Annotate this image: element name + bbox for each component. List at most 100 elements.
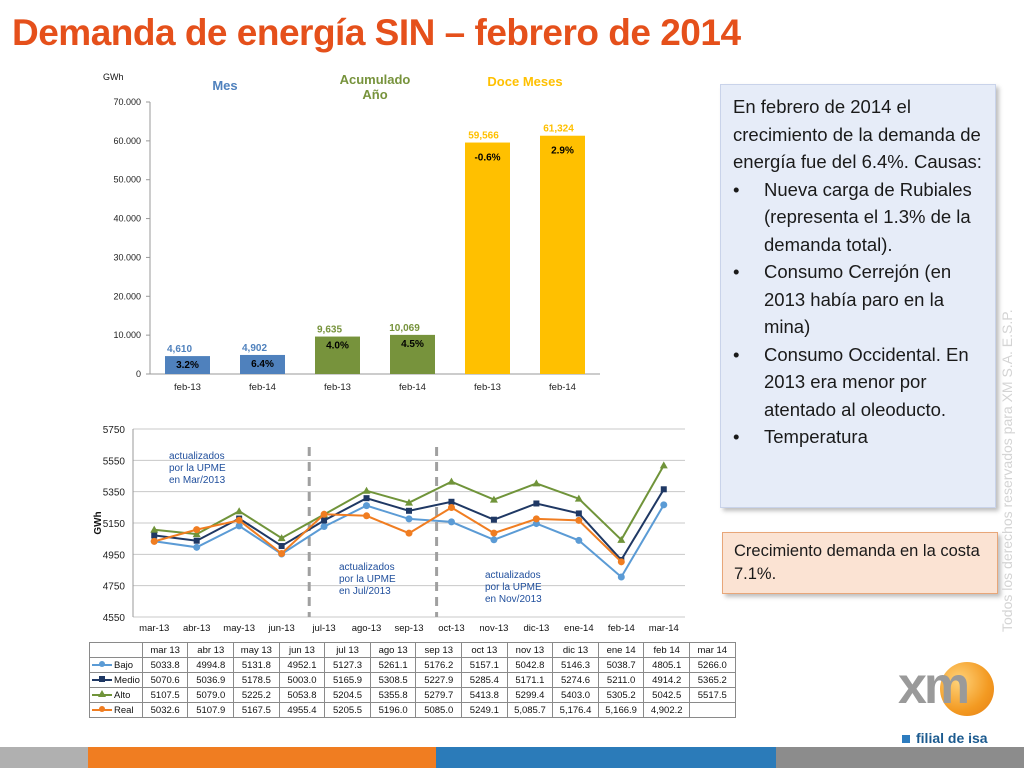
table-cell: 5517.5 [689,687,736,703]
data-point [320,523,328,531]
scenario-data-table: mar 13 abr 13 may 13 jun 13 jul 13 ago 13 sep … [89,642,736,718]
table-header-cell: abr 13 [187,642,235,658]
data-point [193,526,201,534]
data-point [235,522,243,530]
legend-marker-icon [99,660,105,667]
x-tick-label: mar-13 [139,623,169,634]
data-point [363,495,370,502]
bar-value-label: 4,902 [242,343,267,354]
bar [165,356,210,374]
table-cell: 5070.6 [141,672,189,688]
cause-item: • Temperatura [733,423,983,451]
copyright-vertical-text: Todos los derechos reservados para XM S.… [999,309,1015,632]
x-tick-label: ene-14 [564,623,594,634]
data-point [489,495,498,503]
bar [240,354,285,374]
bar [465,142,510,374]
footer-stripe-gray [0,747,88,768]
table-cell: 5355.8 [369,687,417,703]
data-point [406,507,412,514]
bar [540,135,585,374]
table-cell: 5085.0 [415,702,463,718]
table-row-label: Alto [89,687,143,703]
y-tick-label: 5350 [103,488,126,499]
table-cell: 5165.9 [324,672,371,688]
data-point [235,516,243,524]
footer-stripe-dark [776,747,1024,768]
data-point [575,536,583,544]
x-tick-label: jun-13 [267,623,294,634]
table-cell: 5178.5 [233,672,280,688]
group-header-label: Doce Meses [487,74,562,89]
bullet-icon: • [733,426,740,447]
data-point [320,510,328,518]
x-tick-label: feb-13 [324,382,351,393]
table-header-cell: mar 14 [689,642,736,658]
table-cell: 5079.0 [187,687,235,703]
update-annotation: por la UPME [169,463,226,474]
table-corner-cell [89,642,143,658]
table-cell: 5127.3 [324,657,371,673]
table-cell: 5204.5 [324,687,371,703]
data-point [659,461,668,469]
x-tick-label: feb-14 [249,382,276,393]
legend-line-icon [92,660,112,667]
bar-value-label: 59,566 [468,131,499,142]
table-cell [689,702,736,718]
update-annotation: en Mar/2013 [169,475,226,486]
data-point [447,518,455,526]
bar-growth-label: 6.4% [251,359,274,370]
logo-circle-icon [940,662,994,716]
filial-isa-label: filial de isa [902,730,988,746]
x-tick-label: mar-14 [649,623,679,634]
table-row: Bajo 5033.8 4994.8 5131.8 4952.1 5127.3 5261.1… [89,657,736,673]
data-point [278,543,285,550]
line-chart-escenarios: 4550 4750 4950 5150 5350 5550 5750 GWh mar-13 abr… [93,425,685,634]
table-row: Real 5032.6 5107.9 5167.5 4955.4 5205.5 5196.0… [89,702,736,718]
table-cell: 5032.6 [141,702,189,718]
bullet-icon: • [733,343,740,365]
x-tick-label: dic-13 [523,623,549,634]
table-header-row: mar 13 abr 13 may 13 jun 13 jul 13 ago 13 sep … [89,642,736,658]
legend-line-icon [92,689,112,697]
table-header-cell: jul 13 [324,642,371,658]
data-point [574,494,583,502]
y-tick-label: 5550 [103,456,126,467]
y-tick-label: 60.000 [113,136,141,146]
legend-line-icon [92,675,112,682]
table-header-cell: feb 14 [643,642,690,658]
x-tick-label: feb-14 [608,623,635,634]
data-point [617,535,626,543]
cause-item: • Nueva carga de Rubiales (representa el … [733,176,983,259]
table-cell: 5042.5 [643,687,690,703]
data-point [532,479,541,487]
data-point [405,529,413,537]
table-cell: 5157.1 [461,657,508,673]
data-point [362,486,371,494]
data-point [617,573,625,581]
footer-stripe-orange [88,747,436,768]
x-tick-label: feb-14 [399,382,426,393]
table-cell: 5274.6 [552,672,599,688]
table-cell: 5413.8 [461,687,508,703]
y-axis-label: GWh [103,72,124,82]
logo-text: xm [898,657,970,715]
x-tick-label: nov-13 [479,623,508,634]
table-header-cell: sep 13 [415,642,463,658]
table-row-label: Bajo [89,657,143,673]
update-annotation: por la UPME [339,574,396,585]
bar-value-label: 61,324 [543,124,574,135]
data-point [447,503,455,511]
data-point [193,543,201,551]
data-point [363,512,371,520]
legend-marker-icon [99,675,105,682]
table-cell: 4,902.2 [643,702,690,718]
data-point [363,502,371,510]
data-point [447,477,456,485]
table-cell: 5038.7 [597,657,645,673]
y-tick-label: 50.000 [113,175,141,185]
row-label-text: Medio [114,674,140,686]
table-cell: 5308.5 [369,672,417,688]
y-tick-label: 0 [136,369,141,379]
x-tick-label: feb-13 [174,382,201,393]
